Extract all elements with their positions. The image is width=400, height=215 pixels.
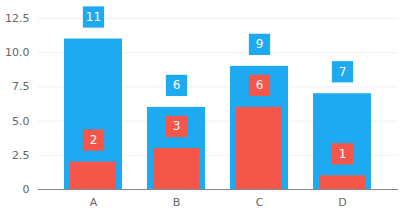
svg-text:2: 2 <box>90 133 98 147</box>
svg-text:9: 9 <box>256 37 264 51</box>
svg-text:6: 6 <box>173 78 181 92</box>
svg-text:12.5: 12.5 <box>5 12 30 25</box>
svg-text:C: C <box>256 196 264 209</box>
svg-text:1: 1 <box>339 147 347 161</box>
svg-text:6: 6 <box>256 78 264 92</box>
svg-text:7.5: 7.5 <box>12 80 30 93</box>
svg-text:0: 0 <box>23 183 30 196</box>
svg-text:5.0: 5.0 <box>12 115 30 128</box>
svg-text:11: 11 <box>86 10 101 24</box>
svg-text:B: B <box>173 196 181 209</box>
svg-text:2.5: 2.5 <box>12 149 30 162</box>
svg-text:3: 3 <box>173 119 181 133</box>
svg-text:A: A <box>90 196 98 209</box>
svg-text:7: 7 <box>339 65 347 79</box>
svg-text:D: D <box>338 196 346 209</box>
svg-text:10.0: 10.0 <box>5 46 30 59</box>
